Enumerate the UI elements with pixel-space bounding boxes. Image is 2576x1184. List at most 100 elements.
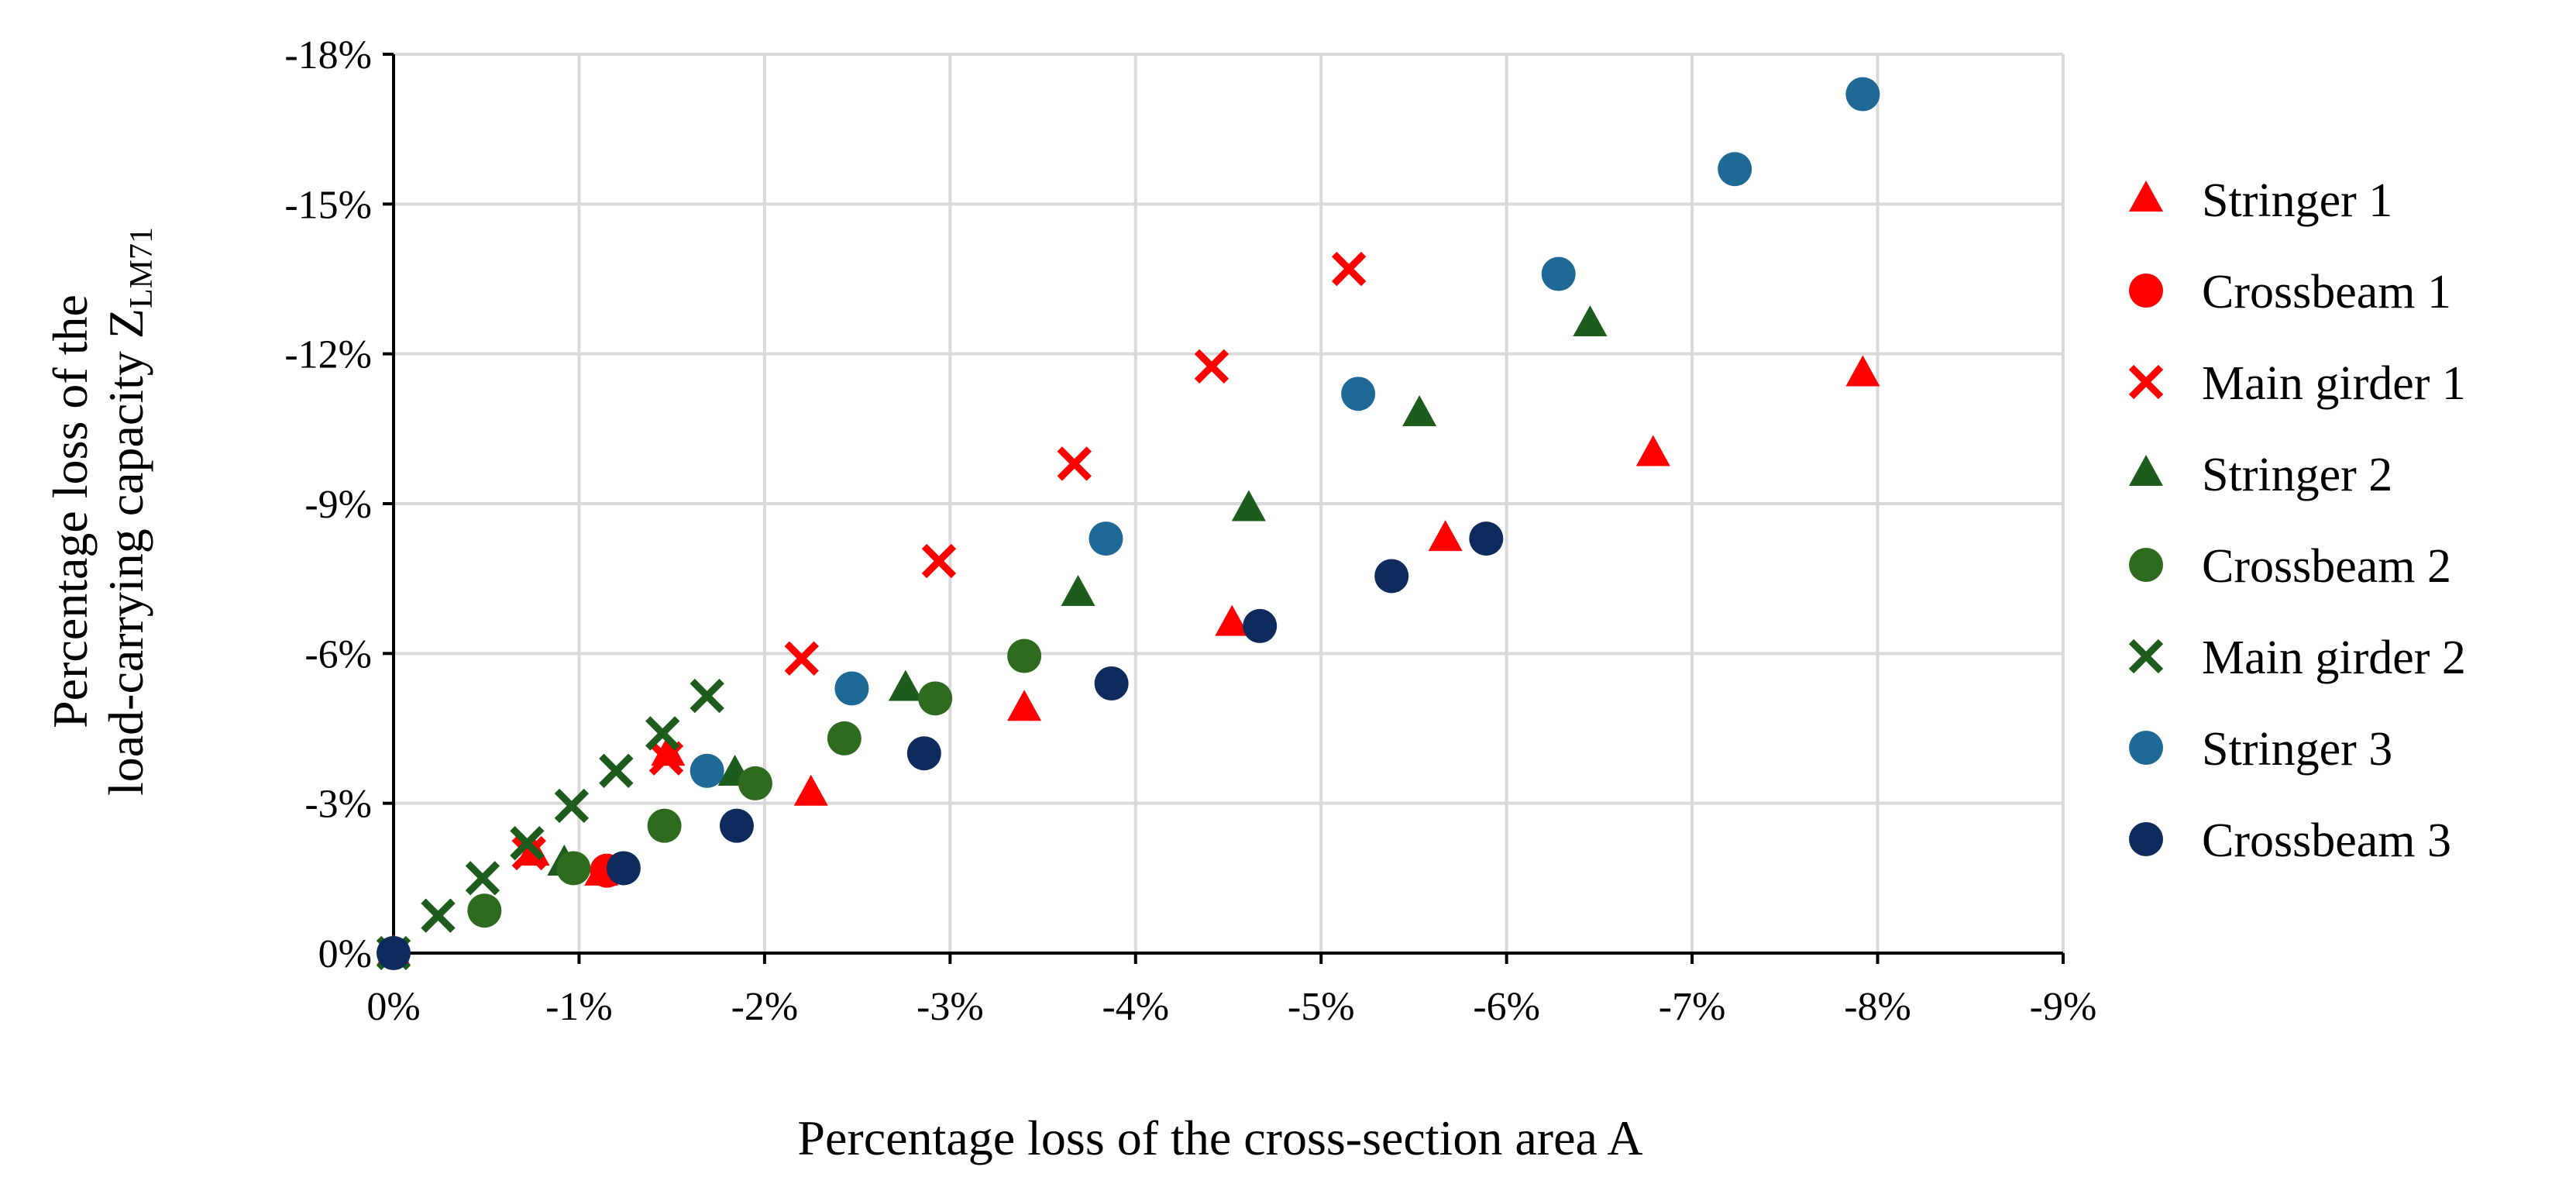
legend-label-stringer-3: Stringer 3 xyxy=(2202,723,2392,776)
data-point-crossbeam-3 xyxy=(1243,608,1278,643)
data-point-stringer-3 xyxy=(1541,256,1576,291)
data-point-main-girder-1 xyxy=(511,835,546,871)
data-point-stringer-1 xyxy=(1215,604,1250,636)
legend-marker-crossbeam-3 xyxy=(2129,822,2163,856)
x-tick-label: -9% xyxy=(2030,985,2097,1029)
x-tick-label: -3% xyxy=(917,985,984,1029)
data-point-stringer-2 xyxy=(1061,575,1095,606)
x-tick-label: -1% xyxy=(545,985,613,1029)
y-axis-title-main: load-carrying capacity Z xyxy=(98,308,153,796)
data-point-crossbeam-2 xyxy=(467,893,502,928)
data-point-crossbeam-2 xyxy=(827,721,862,755)
legend-label-crossbeam-2: Crossbeam 2 xyxy=(2202,540,2451,593)
series-stringer-2 xyxy=(547,305,1608,876)
data-point-main-girder-2 xyxy=(599,753,634,788)
data-point-stringer-3 xyxy=(690,753,724,788)
data-point-crossbeam-3 xyxy=(906,736,941,771)
series-crossbeam-3 xyxy=(377,521,1504,970)
y-tick-label: 0% xyxy=(318,932,372,976)
x-axis-title: Percentage loss of the cross-section are… xyxy=(797,1110,1642,1165)
legend-label-stringer-2: Stringer 2 xyxy=(2202,449,2392,501)
legend-label-main-girder-1: Main girder 1 xyxy=(2202,357,2466,410)
x-tick-label: -8% xyxy=(1844,985,1911,1029)
data-point-main-girder-1 xyxy=(1331,251,1367,287)
legend-item-crossbeam-1: Crossbeam 1 xyxy=(2129,266,2451,318)
data-point-crossbeam-2 xyxy=(1007,638,1042,673)
series-main-girder-2 xyxy=(376,678,724,971)
data-point-stringer-1 xyxy=(651,735,686,766)
data-point-crossbeam-3 xyxy=(719,808,754,843)
data-point-crossbeam-3 xyxy=(1374,559,1409,594)
data-point-main-girder-1 xyxy=(1194,349,1230,384)
data-point-crossbeam-3 xyxy=(1469,521,1504,556)
x-tick-label: -7% xyxy=(1659,985,1726,1029)
legend-marker-crossbeam-2 xyxy=(2129,548,2163,582)
data-point-main-girder-1 xyxy=(921,543,957,579)
data-point-crossbeam-2 xyxy=(556,851,591,886)
legend-item-main-girder-2: Main girder 2 xyxy=(2128,632,2466,684)
y-tick-label: -6% xyxy=(304,632,372,676)
gridlines xyxy=(394,53,2065,953)
y-tick-label: -12% xyxy=(284,333,372,377)
data-point-main-girder-2 xyxy=(465,861,500,896)
data-point-stringer-3 xyxy=(1718,152,1752,187)
data-point-crossbeam-2 xyxy=(918,681,953,716)
series-main-girder-1 xyxy=(511,251,1367,871)
data-point-stringer-2 xyxy=(1402,395,1437,426)
data-point-stringer-1 xyxy=(1007,690,1042,721)
y-tick-label: -9% xyxy=(304,483,372,527)
legend-label-crossbeam-1: Crossbeam 1 xyxy=(2202,266,2451,318)
data-point-stringer-1 xyxy=(793,774,828,806)
y-tick-label: -18% xyxy=(284,33,372,77)
series-stringer-3 xyxy=(690,77,1880,788)
x-tick-label: -4% xyxy=(1102,985,1169,1029)
y-tick-label: -15% xyxy=(284,183,372,227)
data-point-main-girder-2 xyxy=(645,716,680,751)
legend-item-main-girder-1: Main girder 1 xyxy=(2128,357,2466,410)
x-tick-label: -6% xyxy=(1473,985,1540,1029)
legend-marker-stringer-3 xyxy=(2129,731,2163,765)
data-points xyxy=(376,77,1880,971)
legend-item-stringer-3: Stringer 3 xyxy=(2129,723,2392,776)
legend-label-main-girder-2: Main girder 2 xyxy=(2202,632,2466,684)
y-axis-title-line2: load-carrying capacity ZLM71 xyxy=(98,227,160,796)
legend-item-stringer-2: Stringer 2 xyxy=(2129,449,2392,501)
legend-item-stringer-1: Stringer 1 xyxy=(2129,174,2392,227)
data-point-crossbeam-3 xyxy=(377,936,411,970)
y-axis-title-subscript: LM71 xyxy=(124,227,160,308)
data-point-main-girder-1 xyxy=(1057,446,1092,481)
legend: Stringer 1 Crossbeam 1 Main girder 1 String… xyxy=(2128,174,2466,867)
y-tick-label: -3% xyxy=(304,783,372,827)
legend-marker-main-girder-2 xyxy=(2128,638,2164,674)
data-point-stringer-3 xyxy=(1845,77,1880,112)
legend-marker-main-girder-1 xyxy=(2128,364,2164,400)
x-tick-label: -2% xyxy=(731,985,799,1029)
data-point-stringer-1 xyxy=(1845,355,1880,387)
legend-label-stringer-1: Stringer 1 xyxy=(2202,174,2392,227)
legend-label-crossbeam-3: Crossbeam 3 xyxy=(2202,814,2451,867)
y-axis-title-line1: Percentage loss of the xyxy=(43,294,98,728)
axes xyxy=(383,53,2065,964)
data-point-main-girder-2 xyxy=(690,678,724,714)
data-point-crossbeam-3 xyxy=(1094,666,1129,700)
data-point-stringer-1 xyxy=(1428,520,1463,552)
y-axis-title: Percentage loss of the load-carrying cap… xyxy=(43,227,160,796)
data-point-stringer-3 xyxy=(1089,521,1123,556)
data-point-main-girder-2 xyxy=(421,898,456,933)
x-tick-label: 0% xyxy=(366,985,420,1029)
data-point-main-girder-1 xyxy=(784,641,819,676)
data-point-crossbeam-3 xyxy=(606,851,641,886)
data-point-stringer-2 xyxy=(1231,490,1266,521)
data-point-stringer-2 xyxy=(888,669,923,701)
data-point-crossbeam-2 xyxy=(647,808,682,843)
legend-marker-crossbeam-1 xyxy=(2129,274,2163,308)
data-point-stringer-1 xyxy=(1635,435,1670,466)
legend-marker-stringer-1 xyxy=(2129,181,2163,212)
data-point-stringer-3 xyxy=(1341,377,1376,411)
legend-marker-stringer-2 xyxy=(2129,455,2163,486)
data-point-stringer-2 xyxy=(1573,305,1608,336)
legend-item-crossbeam-2: Crossbeam 2 xyxy=(2129,540,2451,593)
legend-item-crossbeam-3: Crossbeam 3 xyxy=(2129,814,2451,867)
x-tick-label: -5% xyxy=(1288,985,1355,1029)
